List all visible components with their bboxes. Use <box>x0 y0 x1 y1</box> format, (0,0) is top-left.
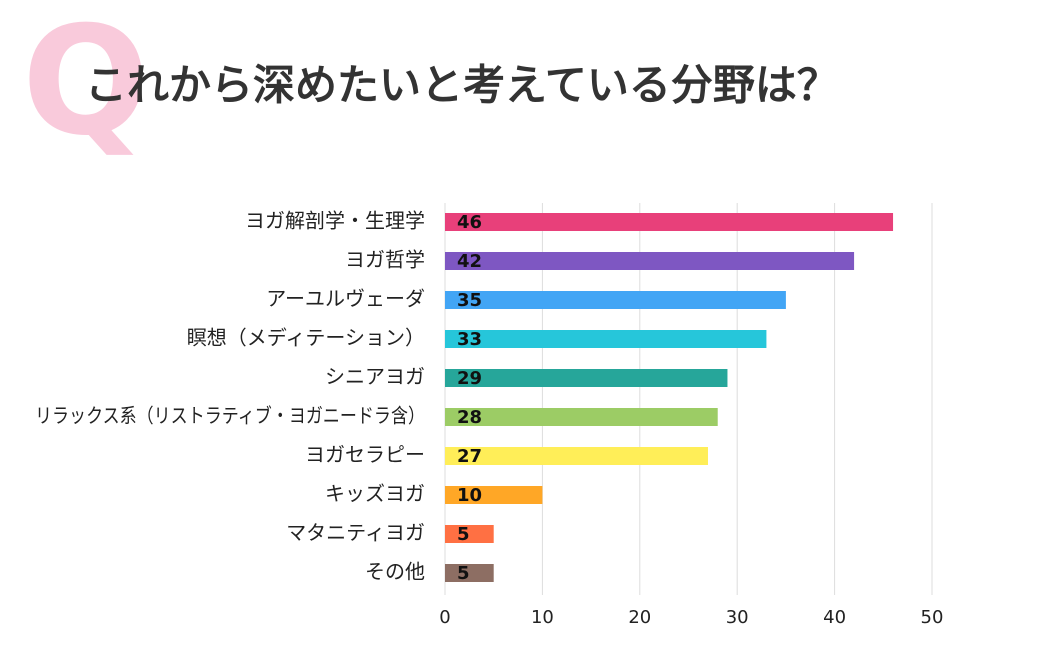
bar <box>445 447 708 465</box>
y-tick-label: アーユルヴェーダ <box>266 287 425 311</box>
value-label: 5 <box>457 524 470 545</box>
value-label: 29 <box>457 368 482 389</box>
y-tick-label: ヨガ解剖学・生理学 <box>245 209 425 233</box>
x-tick-label: 0 <box>439 607 450 628</box>
value-label: 10 <box>457 485 482 506</box>
y-tick-label: 瞑想（メディテーション） <box>187 326 425 350</box>
x-tick-label: 50 <box>921 607 944 628</box>
x-tick-label: 10 <box>531 607 554 628</box>
bar <box>445 486 543 504</box>
x-tick-label: 40 <box>823 607 846 628</box>
y-tick-label: キッズヨガ <box>325 482 425 506</box>
y-tick-label: マタニティヨガ <box>286 521 425 545</box>
value-label: 28 <box>457 407 482 428</box>
q-mark: Q <box>22 0 150 169</box>
y-tick-label: ヨガセラピー <box>305 443 425 467</box>
value-label: 27 <box>457 446 482 467</box>
bar <box>445 408 718 426</box>
y-tick-label: ヨガ哲学 <box>345 248 425 272</box>
bar <box>445 369 728 387</box>
bar <box>445 252 855 270</box>
bar <box>445 564 494 582</box>
value-label: 33 <box>457 329 482 350</box>
value-label: 35 <box>457 290 482 311</box>
y-tick-label: その他 <box>365 560 425 584</box>
bar <box>445 213 894 231</box>
bar <box>445 330 767 348</box>
bar <box>445 525 494 543</box>
x-tick-label: 20 <box>628 607 651 628</box>
y-tick-label: シニアヨガ <box>325 365 425 389</box>
bar <box>445 291 786 309</box>
chart-title: これから深めたいと考えている分野は？ <box>85 61 839 110</box>
value-label: 5 <box>457 563 470 584</box>
value-label: 46 <box>457 212 482 233</box>
x-tick-label: 30 <box>726 607 749 628</box>
value-label: 42 <box>457 251 482 272</box>
y-tick-label: リラックス系（リストラティブ・ヨガニードラ含） <box>35 404 425 428</box>
